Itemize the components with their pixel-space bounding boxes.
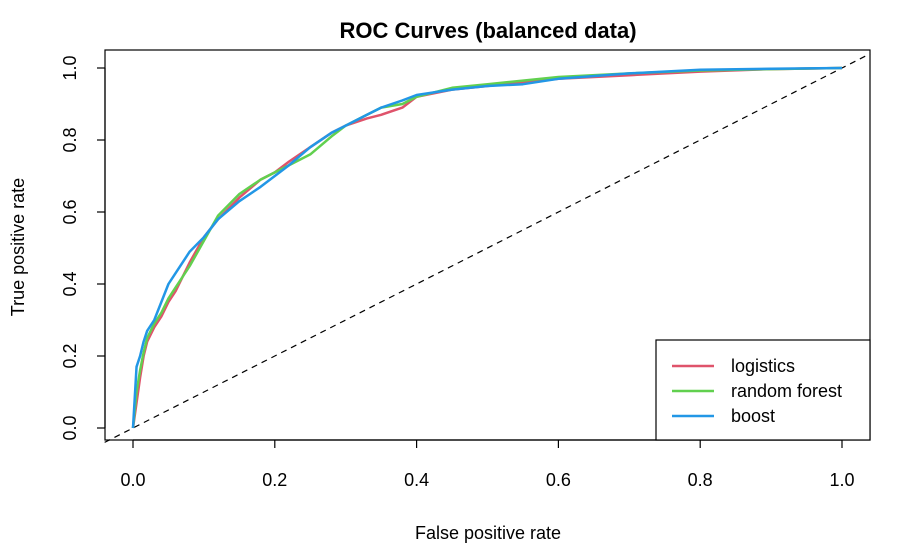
x-tick-label: 0.8	[688, 470, 713, 490]
x-tick-label: 0.0	[120, 470, 145, 490]
x-axis-label: False positive rate	[415, 523, 561, 543]
legend: logistics random forest boost	[656, 340, 870, 440]
y-tick-label: 1.0	[60, 55, 80, 80]
legend-label: boost	[731, 406, 775, 426]
y-tick-label: 0.0	[60, 415, 80, 440]
y-tick-label: 0.2	[60, 343, 80, 368]
y-tick-label: 0.4	[60, 271, 80, 296]
x-tick-label: 1.0	[829, 470, 854, 490]
x-tick-label: 0.6	[546, 470, 571, 490]
x-tick-label: 0.4	[404, 470, 429, 490]
legend-label: logistics	[731, 356, 795, 376]
chart-title: ROC Curves (balanced data)	[339, 18, 636, 43]
y-tick-label: 0.6	[60, 199, 80, 224]
y-tick-label: 0.8	[60, 127, 80, 152]
y-axis-label: True positive rate	[8, 178, 28, 316]
x-tick-label: 0.2	[262, 470, 287, 490]
legend-label: random forest	[731, 381, 842, 401]
